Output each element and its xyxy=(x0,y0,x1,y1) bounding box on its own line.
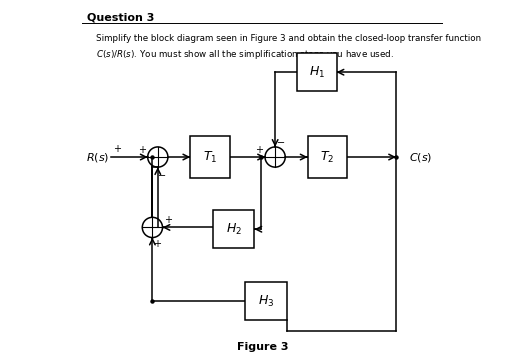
Text: $R(s)$: $R(s)$ xyxy=(86,151,109,164)
Text: $H_2$: $H_2$ xyxy=(226,222,242,237)
Text: $C(s)$: $C(s)$ xyxy=(408,151,432,164)
Text: Question 3: Question 3 xyxy=(88,13,155,23)
Text: $-$: $-$ xyxy=(276,136,286,146)
Text: Simplify the block diagram seen in Figure 3 and obtain the closed-loop transfer : Simplify the block diagram seen in Figur… xyxy=(97,34,481,43)
Text: $H_1$: $H_1$ xyxy=(309,65,325,80)
Bar xyxy=(245,282,287,321)
Text: +: + xyxy=(113,144,121,154)
Text: $T_2$: $T_2$ xyxy=(320,149,334,165)
Bar xyxy=(190,136,230,178)
Text: $T_1$: $T_1$ xyxy=(203,149,217,165)
Text: Figure 3: Figure 3 xyxy=(237,342,288,352)
Text: $H_3$: $H_3$ xyxy=(258,294,274,309)
Text: $-$: $-$ xyxy=(157,169,166,179)
Text: +: + xyxy=(164,215,172,225)
Text: +: + xyxy=(255,145,263,155)
Text: $C(s)/R(s)$. You must show all the simplification steps you have used.: $C(s)/R(s)$. You must show all the simpl… xyxy=(97,48,394,61)
Bar xyxy=(308,136,348,178)
Text: +: + xyxy=(138,145,146,155)
Text: +: + xyxy=(153,239,162,249)
Bar xyxy=(297,53,337,91)
Bar xyxy=(213,210,255,248)
